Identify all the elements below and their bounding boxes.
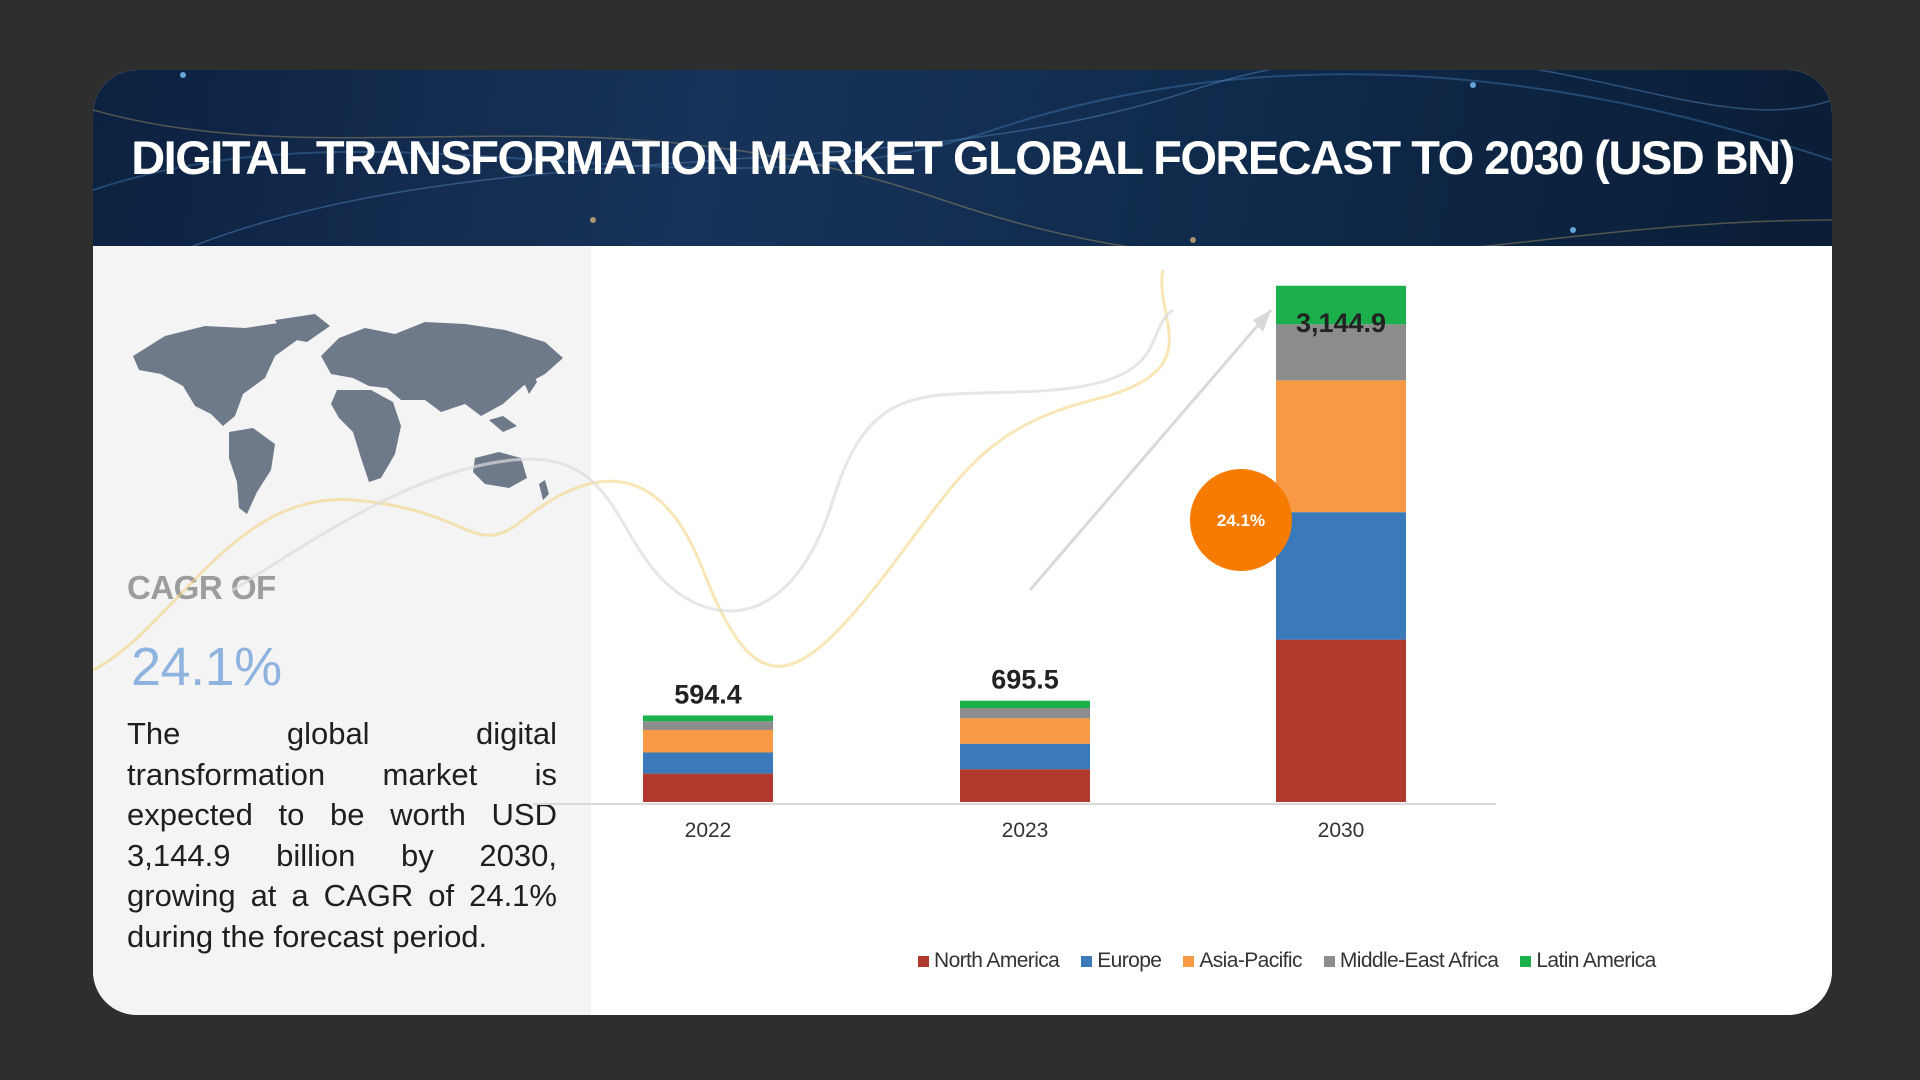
growth-arrow-head [1253,310,1271,332]
legend-label: Middle-East Africa [1339,949,1499,972]
total-label-2022: 594.4 [674,679,742,709]
bar-segment-europe-2022 [643,752,773,774]
legend-item-asia-pacific: Asia-Pacific [1183,949,1302,973]
bar-segment-middle-east-africa-2023 [960,708,1090,719]
legend-label: Europe [1097,949,1162,972]
x-tick-label-2030: 2030 [1318,819,1365,842]
growth-arrow [1028,309,1273,591]
bar-segment-asia-pacific-2022 [643,729,773,753]
total-label-2030: 3,144.9 [1296,308,1386,338]
bar-segment-middle-east-africa-2030 [1276,324,1406,381]
legend-label: Latin America [1536,949,1656,972]
chart-legend: North America Europe Asia-Pacific Middle-Ea… [918,946,1656,976]
infographic-card: DIGITAL TRANSFORMATION MARKET GLOBAL FOR… [93,70,1832,1015]
legend-swatch [1520,955,1532,967]
legend-swatch [1323,955,1335,967]
legend-item-north-america: North America [918,949,1060,973]
header-banner: DIGITAL TRANSFORMATION MARKET GLOBAL FOR… [93,70,1832,246]
legend-item-europe: Europe [1081,949,1162,973]
legend-item-middle-east-africa: Middle-East Africa [1323,949,1499,973]
bar-segment-latin-america-2030 [1276,285,1406,325]
legend-label: North America [934,949,1060,972]
bar-segment-asia-pacific-2030 [1276,380,1406,513]
bar-segment-europe-2030 [1276,512,1406,640]
bar-chart: 594.4 2022 695.5 2023 3,144.9 2030 24.1% [533,285,1496,842]
legend-swatch [1183,955,1195,967]
total-label-2023: 695.5 [991,665,1059,695]
legend-item-latin-america: Latin America [1520,949,1656,973]
legend-swatch [918,955,929,967]
x-tick-label-2022: 2022 [685,819,732,842]
cagr-badge [1190,469,1292,571]
bar-segment-asia-pacific-2023 [960,718,1090,744]
market-description: The global digital transformation market… [127,716,557,954]
cagr-badge-label: 24.1% [1217,511,1265,530]
legend-swatch [1081,955,1093,967]
bar-segment-north-america-2022 [643,773,773,802]
bar-segment-north-america-2030 [1276,639,1406,802]
bar-segment-europe-2023 [960,743,1090,770]
x-tick-label-2023: 2023 [1002,819,1049,842]
bar-segment-latin-america-2022 [643,715,773,722]
bar-segment-north-america-2023 [960,769,1090,802]
bar-segment-latin-america-2023 [960,700,1090,709]
bar-segment-middle-east-africa-2022 [643,721,773,730]
header-decoration [93,70,1832,246]
legend-label: Asia-Pacific [1199,949,1302,972]
chart-title: DIGITAL TRANSFORMATION MARKET GLOBAL FOR… [131,131,1795,184]
